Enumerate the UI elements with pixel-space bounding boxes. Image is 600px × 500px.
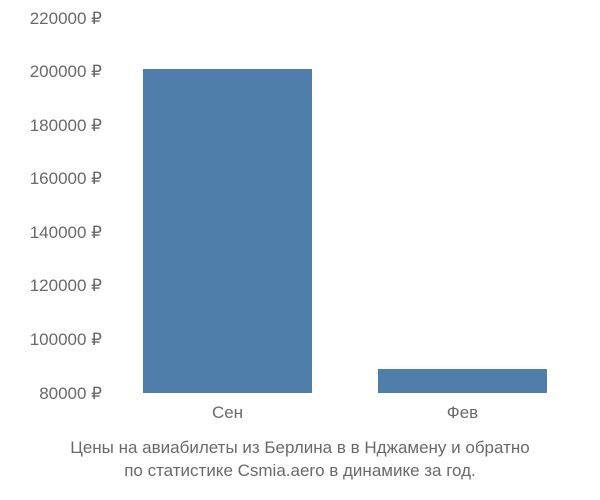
y-tick-label: 200000 ₽ [30, 62, 102, 82]
y-tick-label: 80000 ₽ [39, 384, 102, 404]
y-tick-label: 120000 ₽ [30, 276, 102, 296]
y-tick-label: 180000 ₽ [30, 116, 102, 136]
caption-line: Цены на авиабилеты из Берлина в в Нджаме… [0, 437, 600, 460]
bar [143, 69, 312, 393]
y-tick-label: 140000 ₽ [30, 223, 102, 243]
x-tick-label: Сен [110, 403, 345, 423]
y-tick-label: 100000 ₽ [30, 330, 102, 350]
bar [378, 369, 547, 393]
caption-line: по статистике Csmia.aero в динамике за г… [0, 460, 600, 483]
y-tick-label: 220000 ₽ [30, 9, 102, 29]
y-tick-label: 160000 ₽ [30, 169, 102, 189]
chart-caption: Цены на авиабилеты из Берлина в в Нджаме… [0, 437, 600, 483]
x-tick-label: Фев [345, 403, 580, 423]
price-bar-chart: 80000 ₽ 100000 ₽ 120000 ₽ 140000 ₽ 160000 ₽ 1… [0, 0, 600, 500]
